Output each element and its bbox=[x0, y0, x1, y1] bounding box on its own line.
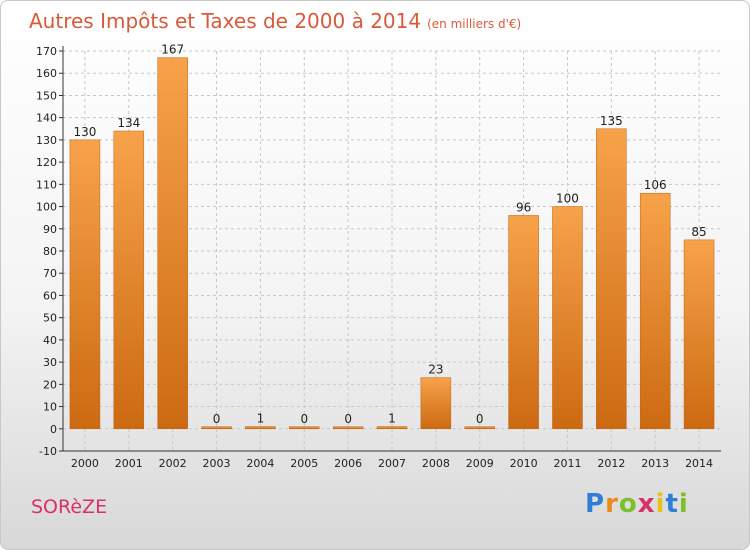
y-tick-label: 80 bbox=[43, 245, 57, 258]
y-tick-label: 140 bbox=[36, 112, 57, 125]
logo-letter: r bbox=[605, 489, 619, 519]
bar bbox=[201, 426, 232, 430]
y-tick-label: 90 bbox=[43, 223, 57, 236]
y-tick-label: 60 bbox=[43, 289, 57, 302]
logo-letter: o bbox=[618, 489, 638, 519]
x-tick-label: 2003 bbox=[203, 457, 231, 470]
x-tick-label: 2004 bbox=[246, 457, 274, 470]
x-tick-label: 2000 bbox=[71, 457, 99, 470]
x-tick-label: 2005 bbox=[290, 457, 318, 470]
x-tick-label: 2006 bbox=[334, 457, 362, 470]
data-label: 0 bbox=[344, 412, 352, 426]
data-label: 96 bbox=[516, 200, 531, 214]
x-tick-label: 2013 bbox=[641, 457, 669, 470]
x-tick-label: 2009 bbox=[466, 457, 494, 470]
y-tick-label: 10 bbox=[43, 401, 57, 414]
bar bbox=[420, 377, 452, 430]
data-label: 0 bbox=[213, 412, 221, 426]
commune-name: SORèZE bbox=[31, 496, 108, 518]
data-label: 1 bbox=[257, 412, 265, 426]
logo-letter: t bbox=[665, 489, 679, 519]
proxiti-logo[interactable]: Proxiti bbox=[585, 489, 689, 519]
logo-letter: x bbox=[637, 489, 656, 519]
y-tick-label: 30 bbox=[43, 356, 57, 369]
data-label: 85 bbox=[691, 225, 706, 239]
data-label: 23 bbox=[428, 363, 443, 377]
bar bbox=[157, 57, 188, 430]
bar bbox=[289, 426, 320, 430]
x-tick-label: 2012 bbox=[597, 457, 625, 470]
bar bbox=[596, 128, 627, 430]
chart-unit: (en milliers d'€) bbox=[427, 17, 522, 31]
data-label: 1 bbox=[388, 412, 396, 426]
bar bbox=[113, 130, 145, 430]
bar bbox=[464, 426, 495, 430]
x-tick-label: 2010 bbox=[510, 457, 538, 470]
y-tick-label: 70 bbox=[43, 267, 57, 280]
data-label: 130 bbox=[73, 125, 96, 139]
x-tick-label: 2011 bbox=[553, 457, 581, 470]
data-label: 106 bbox=[644, 178, 667, 192]
y-tick-label: 100 bbox=[36, 201, 57, 214]
x-tick-label: 2007 bbox=[378, 457, 406, 470]
bar bbox=[683, 239, 715, 430]
data-label: 100 bbox=[556, 192, 579, 206]
data-label: 0 bbox=[476, 412, 484, 426]
y-tick-label: 120 bbox=[36, 156, 57, 169]
y-tick-label: 160 bbox=[36, 67, 57, 80]
y-tick-label: 110 bbox=[36, 178, 57, 191]
x-tick-label: 2008 bbox=[422, 457, 450, 470]
logo-letter: i bbox=[655, 489, 666, 519]
bar bbox=[508, 215, 539, 430]
x-tick-label: 2001 bbox=[115, 457, 143, 470]
x-tick-label: 2014 bbox=[685, 457, 713, 470]
bar bbox=[552, 206, 583, 430]
data-label: 135 bbox=[600, 114, 623, 128]
y-tick-label: -10 bbox=[39, 445, 57, 458]
chart-title-text: Autres Impôts et Taxes de 2000 à 2014 bbox=[29, 9, 422, 33]
y-tick-label: 170 bbox=[36, 45, 57, 58]
y-tick-label: 0 bbox=[50, 423, 57, 436]
bar bbox=[245, 426, 276, 430]
data-label: 134 bbox=[117, 116, 140, 130]
y-tick-label: 150 bbox=[36, 89, 57, 102]
x-tick-label: 2002 bbox=[159, 457, 187, 470]
bar bbox=[376, 426, 408, 430]
y-tick-label: 130 bbox=[36, 134, 57, 147]
logo-letter: P bbox=[585, 489, 606, 519]
bar bbox=[69, 139, 101, 430]
y-tick-label: 20 bbox=[43, 378, 57, 391]
y-tick-label: 50 bbox=[43, 312, 57, 325]
data-label: 167 bbox=[161, 43, 184, 57]
bar bbox=[639, 192, 671, 430]
data-label: 0 bbox=[300, 412, 308, 426]
logo-letter: i bbox=[678, 489, 689, 519]
y-tick-label: 40 bbox=[43, 334, 57, 347]
bar bbox=[332, 426, 364, 430]
chart-title: Autres Impôts et Taxes de 2000 à 2014 (en… bbox=[29, 9, 521, 33]
